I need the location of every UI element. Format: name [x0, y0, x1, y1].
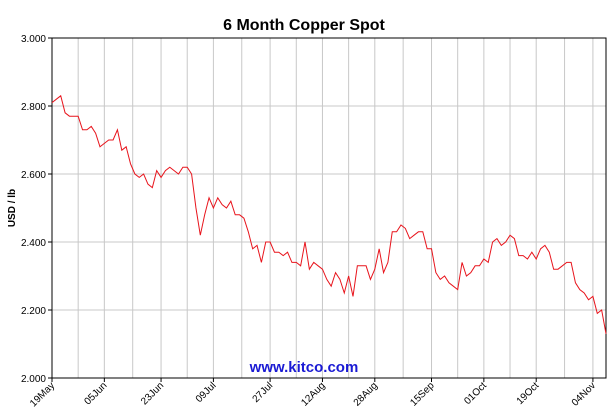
y-tick-label: 2.200	[21, 306, 46, 317]
y-tick-label: 3.000	[21, 34, 46, 45]
y-tick-label: 2.000	[21, 374, 46, 385]
plot-frame	[51, 37, 607, 379]
watermark: www.kitco.com	[249, 359, 359, 376]
y-tick-label: 2.600	[21, 170, 46, 181]
y-axis-label: USD / lb	[7, 189, 18, 227]
chart-title: 6 Month Copper Spot	[223, 17, 385, 34]
price-line	[51, 94, 607, 334]
y-tick-label: 2.800	[21, 102, 46, 113]
y-tick-label: 2.400	[21, 238, 46, 249]
